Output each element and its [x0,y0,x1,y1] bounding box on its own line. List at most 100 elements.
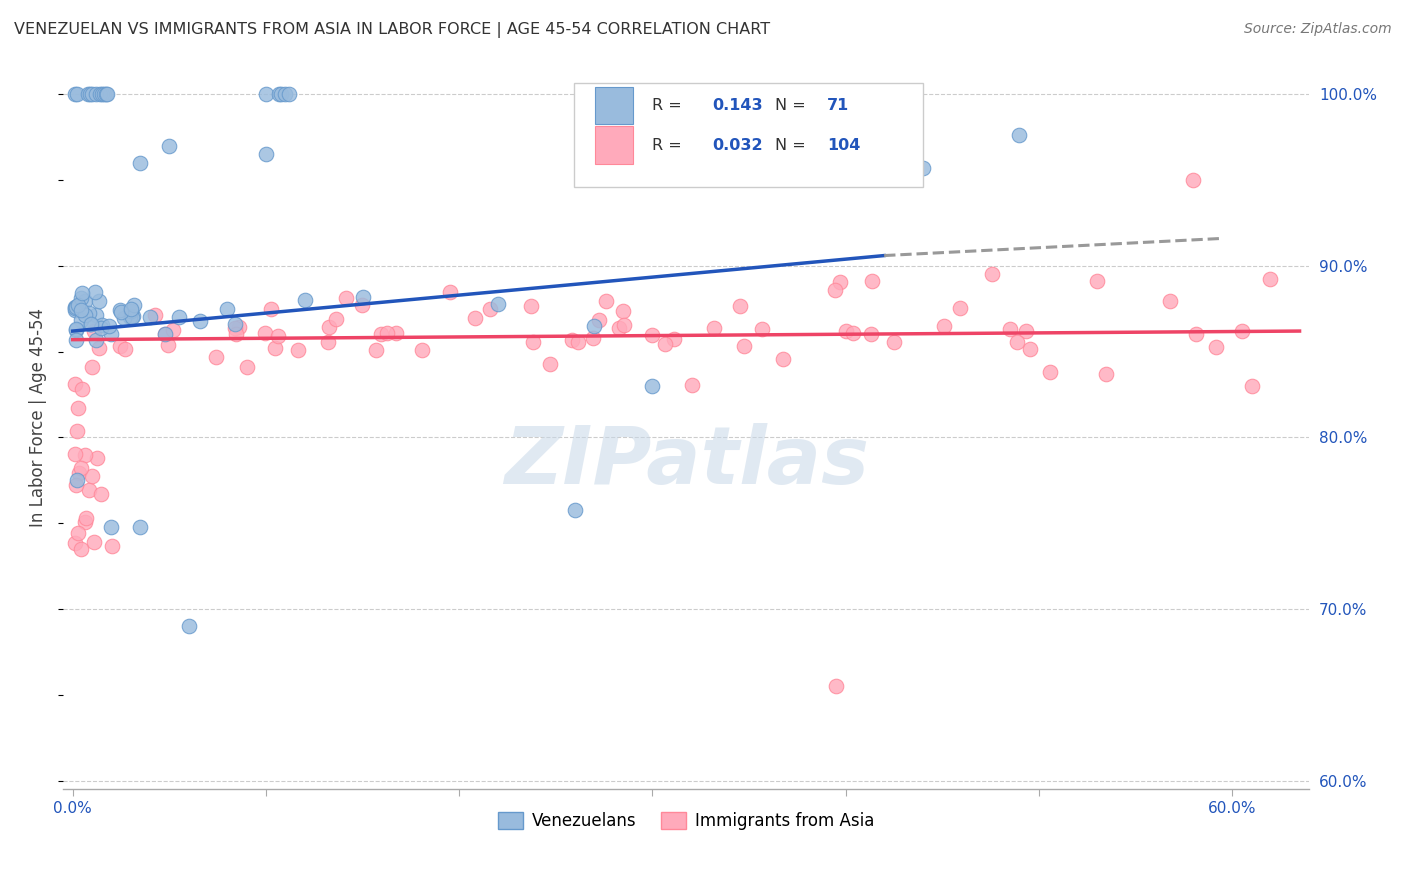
Point [1182,173,1205,187]
Point [112,310,135,325]
Point [662,332,685,346]
Point [79,87,101,102]
Point [121,310,143,324]
Point [90,87,112,102]
Point [177,619,200,633]
Point [139,310,162,325]
Point [156,338,179,352]
Text: R =: R = [652,98,688,113]
Point [1230,324,1253,338]
Point [654,337,676,351]
Point [730,299,752,313]
Point [84,87,107,102]
Text: 0.143: 0.143 [713,98,763,113]
Point [607,320,630,334]
Point [830,275,852,289]
Point [167,310,190,325]
Point [70,291,93,305]
Point [90,318,112,333]
Point [204,350,226,364]
Point [228,320,250,334]
Point [114,343,136,357]
Point [439,285,461,299]
Point [122,297,145,311]
Point [77,305,100,319]
Point [63,301,86,315]
Point [267,328,290,343]
Point [1205,340,1227,354]
Point [65,478,87,492]
Point [640,328,662,343]
Point [73,448,96,462]
Point [613,318,636,333]
Point [83,535,105,549]
Point [824,679,846,693]
Text: VENEZUELAN VS IMMIGRANTS FROM ASIA IN LABOR FORCE | AGE 45-54 CORRELATION CHART: VENEZUELAN VS IMMIGRANTS FROM ASIA IN LA… [14,22,770,38]
Point [77,483,100,497]
Point [294,293,316,308]
Point [63,376,86,391]
Point [564,502,586,516]
Point [522,334,544,349]
Text: 71: 71 [827,98,849,113]
Point [772,352,794,367]
Point [77,87,100,102]
Point [86,333,108,347]
Point [110,305,132,319]
Point [486,296,509,310]
Point [79,318,101,332]
Point [80,317,103,331]
Point [641,379,664,393]
Legend: Venezuelans, Immigrants from Asia: Venezuelans, Immigrants from Asia [492,805,880,837]
Point [883,335,905,350]
Point [1015,324,1038,338]
Point [224,318,246,332]
Point [66,525,89,540]
Point [122,310,145,324]
Point [998,322,1021,336]
Point [108,339,131,353]
Point [703,321,725,335]
Text: 0.032: 0.032 [713,137,763,153]
Point [110,303,132,318]
Point [162,323,184,337]
Point [120,301,142,316]
Text: ZIPatlas: ZIPatlas [503,424,869,501]
Point [82,359,104,374]
Point [274,87,297,102]
Point [87,293,110,308]
Point [157,138,180,153]
Point [75,511,97,525]
Point [751,322,773,336]
Point [65,323,87,337]
Point [97,319,120,334]
Point [69,542,91,557]
Point [1008,128,1031,143]
Point [1094,368,1116,382]
Point [63,87,86,102]
Point [860,274,883,288]
Point [66,424,89,438]
Point [464,311,486,326]
Point [217,301,239,316]
Point [67,467,90,481]
Point [84,285,107,299]
Point [129,519,152,533]
Point [1185,326,1208,341]
Point [70,382,93,396]
Point [318,320,340,334]
Point [595,293,617,308]
Point [1018,342,1040,356]
Text: 104: 104 [827,137,860,153]
Point [824,283,846,297]
Text: R =: R = [652,137,688,153]
Point [80,87,103,102]
Point [73,294,96,309]
Point [86,450,108,465]
Point [269,87,291,102]
Y-axis label: In Labor Force | Age 45-54: In Labor Force | Age 45-54 [30,309,46,527]
Point [65,87,87,102]
Point [842,326,865,340]
Point [411,343,433,358]
Point [63,300,86,314]
